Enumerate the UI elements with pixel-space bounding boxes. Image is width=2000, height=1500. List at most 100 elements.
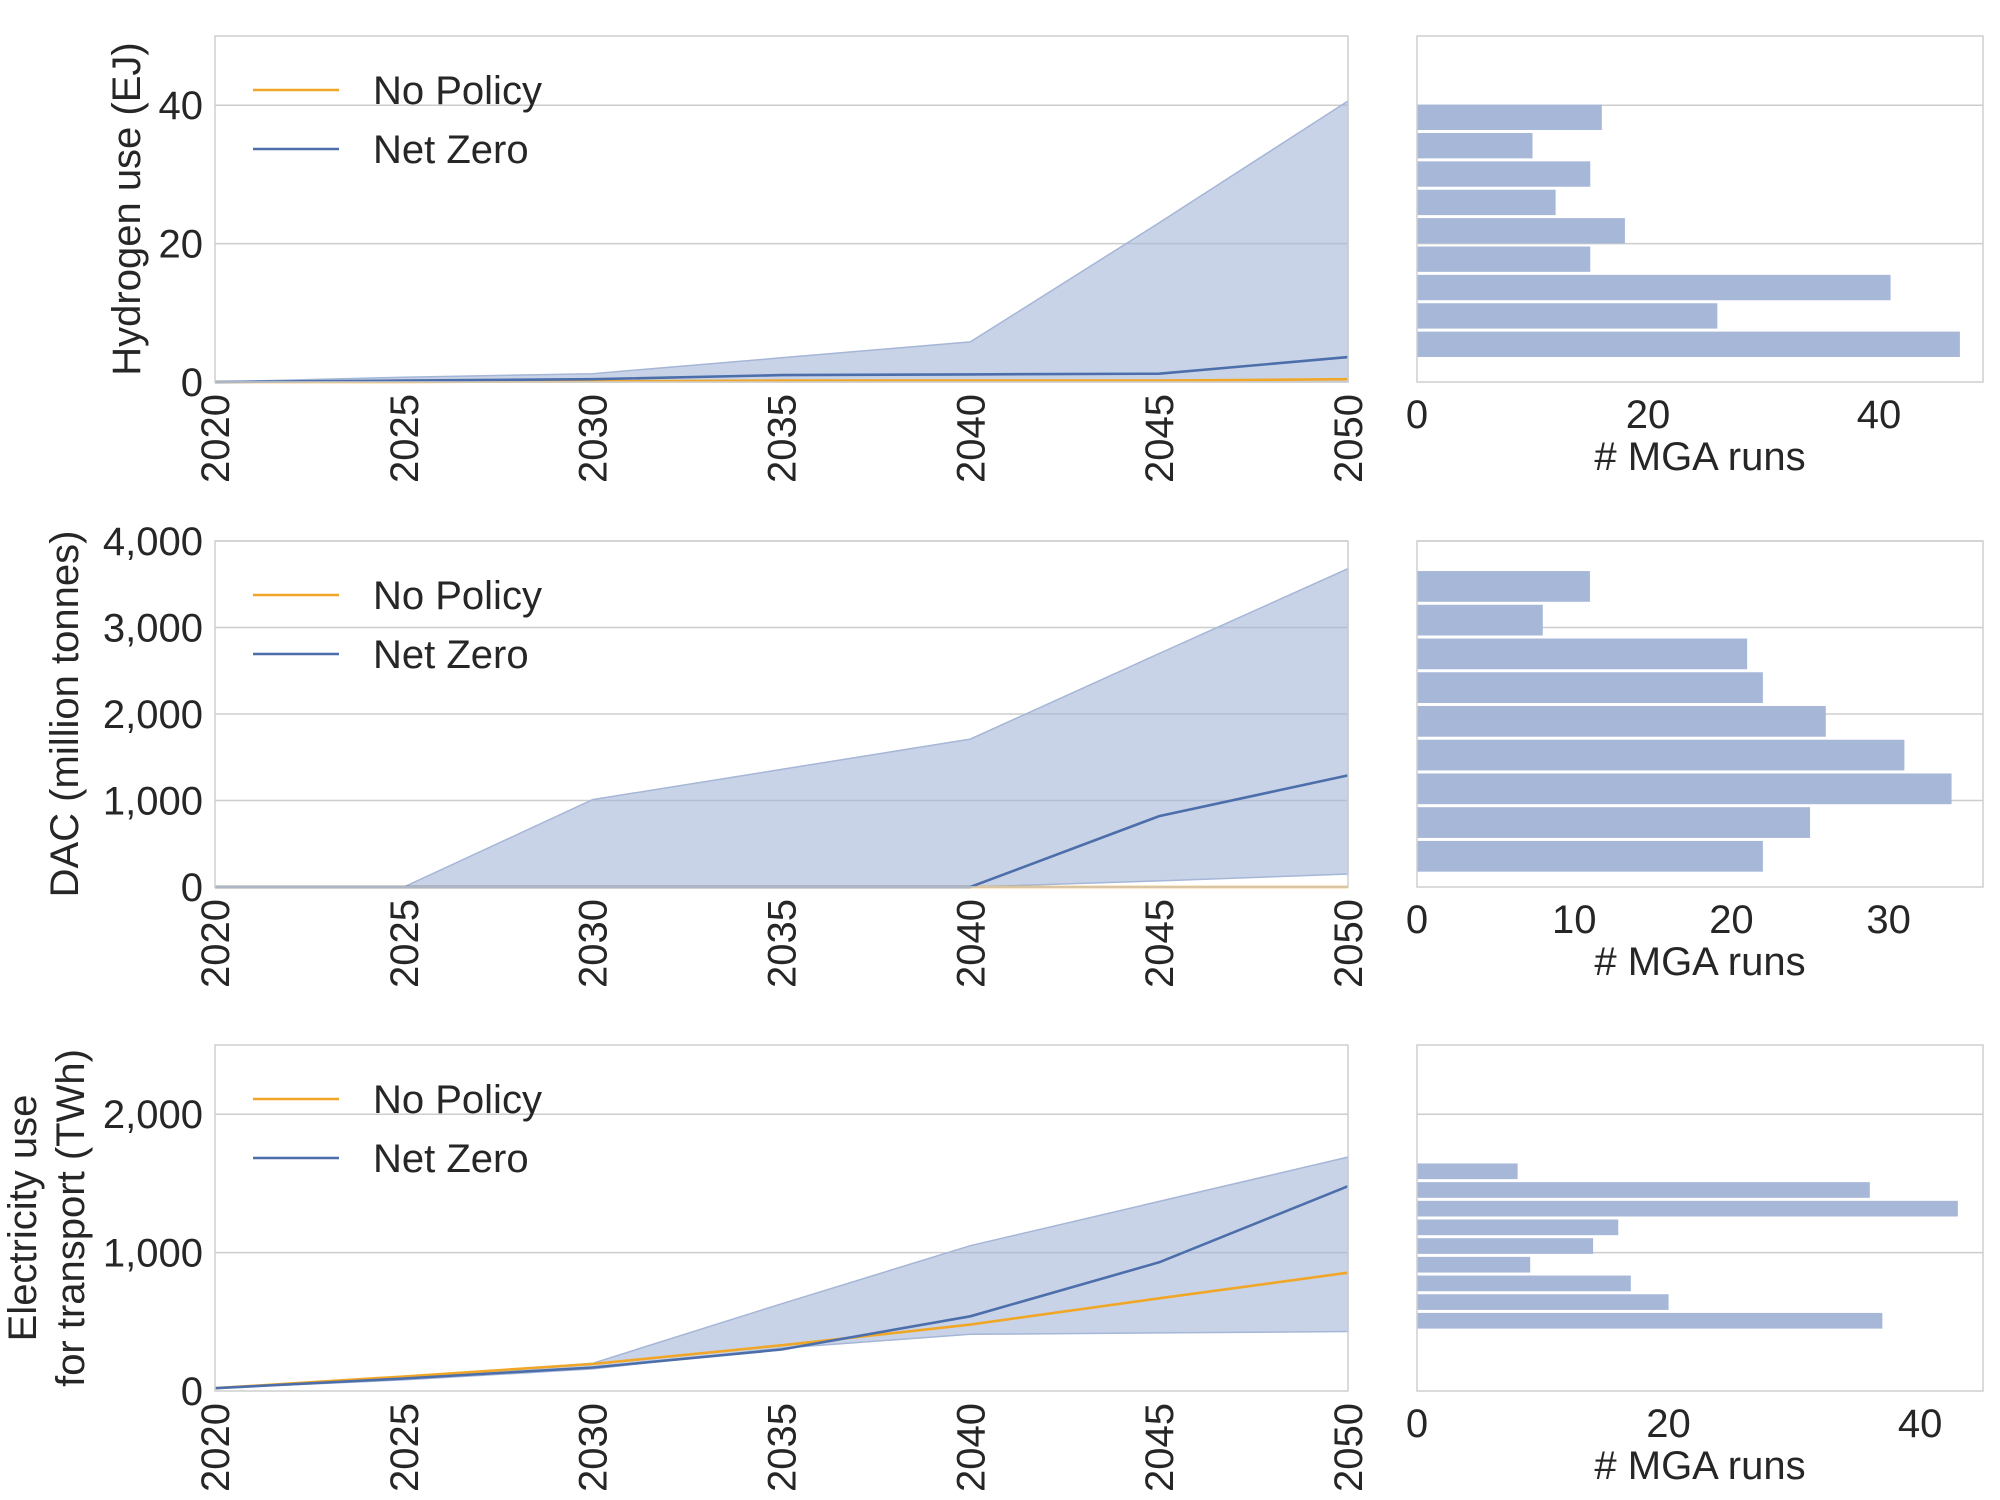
series-line-net-zero <box>214 1184 1349 1390</box>
histogram-bar <box>1417 132 1533 159</box>
y-tick-label: 20 <box>159 223 204 267</box>
histogram-bar <box>1417 1163 1518 1180</box>
legend: No Policy Net Zero <box>253 1078 542 1181</box>
x-axis-label: # MGA runs <box>1594 1444 1805 1488</box>
x-tick-label: 20 <box>1646 1402 1691 1446</box>
histogram-bar <box>1417 1256 1531 1273</box>
y-tick-label: 2,000 <box>103 1093 203 1137</box>
histogram-bar <box>1417 1219 1619 1236</box>
plot-frame <box>1416 1044 1984 1392</box>
histogram-bar <box>1417 1200 1958 1217</box>
histogram-panel-3: 0 20 40 # MGA runs <box>1406 1044 1984 1488</box>
x-tick-label: 2025 <box>383 899 427 988</box>
histogram-bar <box>1417 246 1591 272</box>
x-tick-label: 2045 <box>1138 394 1182 483</box>
y-tick-label: 40 <box>159 84 204 128</box>
histogram-bar <box>1417 705 1826 737</box>
x-tick-label: 2035 <box>761 1403 805 1492</box>
series-line-net-zero <box>214 355 1349 384</box>
legend-label-net-zero: Net Zero <box>373 633 529 677</box>
histogram-bar <box>1417 638 1748 670</box>
x-tick-label: 0 <box>1406 393 1428 437</box>
line-panel-2: 0 1,000 2,000 3,000 4,000 2020 2025 2030 2035 204… <box>43 520 1371 988</box>
legend-label-net-zero: Net Zero <box>373 1137 529 1181</box>
histogram-bar <box>1417 739 1905 771</box>
histogram-bar <box>1417 189 1556 216</box>
y-axis-label: Electricity use <box>1 1095 45 1342</box>
histogram-bar <box>1417 672 1763 703</box>
x-tick-label: 10 <box>1552 898 1597 942</box>
histogram-bar <box>1417 571 1590 602</box>
x-tick-label: 2025 <box>383 1403 427 1492</box>
x-tick-label: 2030 <box>572 1403 616 1492</box>
plot-frame <box>214 1044 1349 1392</box>
histogram-bar <box>1417 604 1543 636</box>
y-axis-label: for transport (TWh) <box>49 1049 93 1387</box>
histogram-bar <box>1417 773 1952 805</box>
histogram-panel-2: 0 10 20 30 # MGA runs <box>1406 540 1984 984</box>
x-tick-label: 2050 <box>1327 899 1371 988</box>
y-axis-label: DAC (million tonnes) <box>43 531 87 898</box>
y-tick-label: 3,000 <box>103 607 203 651</box>
histogram-bar <box>1417 1275 1631 1292</box>
histogram-bar <box>1417 840 1763 872</box>
x-tick-label: 2020 <box>194 394 238 483</box>
histogram-bar <box>1417 218 1625 244</box>
x-tick-label: 2035 <box>761 899 805 988</box>
x-tick-label: 2050 <box>1327 394 1371 483</box>
x-tick-label: 2040 <box>949 1403 993 1492</box>
histogram-bar <box>1417 274 1891 301</box>
legend-label-net-zero: Net Zero <box>373 128 529 172</box>
histogram-bar <box>1417 1294 1669 1310</box>
y-tick-label: 1,000 <box>103 780 203 824</box>
y-tick-label: 0 <box>181 1370 203 1414</box>
x-tick-label: 0 <box>1406 1402 1428 1446</box>
x-axis-label: # MGA runs <box>1594 940 1805 984</box>
x-axis-label: # MGA runs <box>1594 435 1805 479</box>
legend-label-no-policy: No Policy <box>373 69 542 113</box>
histogram-bar <box>1417 331 1960 357</box>
x-tick-label: 0 <box>1406 898 1428 942</box>
y-tick-label: 0 <box>181 866 203 910</box>
line-panel-3: 0 1,000 2,000 2020 2025 2030 2035 2040 2045 2050 E… <box>1 1044 1371 1492</box>
histogram-bar <box>1417 1182 1870 1198</box>
histogram-bar <box>1417 1312 1883 1329</box>
x-tick-label: 2040 <box>949 394 993 483</box>
legend-label-no-policy: No Policy <box>373 574 542 618</box>
x-tick-label: 40 <box>1898 1402 1943 1446</box>
histogram-bar <box>1417 1238 1594 1254</box>
plot-frame <box>214 540 1349 888</box>
x-tick-label: 2050 <box>1327 1403 1371 1492</box>
plot-frame <box>214 35 1349 383</box>
x-tick-label: 2020 <box>194 1403 238 1492</box>
x-tick-label: 2045 <box>1138 899 1182 988</box>
x-tick-label: 2025 <box>383 394 427 483</box>
histogram-bar <box>1417 161 1591 187</box>
plot-frame <box>1416 35 1984 383</box>
y-tick-label: 0 <box>181 361 203 405</box>
x-tick-label: 20 <box>1626 393 1671 437</box>
histogram-bar <box>1417 807 1811 838</box>
range-band <box>214 1156 1349 1389</box>
y-axis-label: Hydrogen use (EJ) <box>105 42 149 375</box>
y-tick-label: 1,000 <box>103 1232 203 1276</box>
plot-frame <box>1416 540 1984 888</box>
x-tick-label: 30 <box>1866 898 1911 942</box>
x-tick-label: 2020 <box>194 899 238 988</box>
x-tick-label: 20 <box>1709 898 1754 942</box>
y-tick-label: 4,000 <box>103 520 203 564</box>
x-tick-label: 2035 <box>761 394 805 483</box>
x-tick-label: 2045 <box>1138 1403 1182 1492</box>
y-tick-label: 2,000 <box>103 693 203 737</box>
x-tick-label: 2040 <box>949 899 993 988</box>
legend-label-no-policy: No Policy <box>373 1078 542 1122</box>
histogram-panel-1: 0 20 40 # MGA runs <box>1406 35 1984 479</box>
legend: No Policy Net Zero <box>253 69 542 172</box>
x-tick-label: 2030 <box>572 899 616 988</box>
legend: No Policy Net Zero <box>253 574 542 677</box>
x-tick-label: 40 <box>1857 393 1902 437</box>
series-line-no-policy <box>214 1271 1349 1390</box>
histogram-bar <box>1417 303 1718 329</box>
